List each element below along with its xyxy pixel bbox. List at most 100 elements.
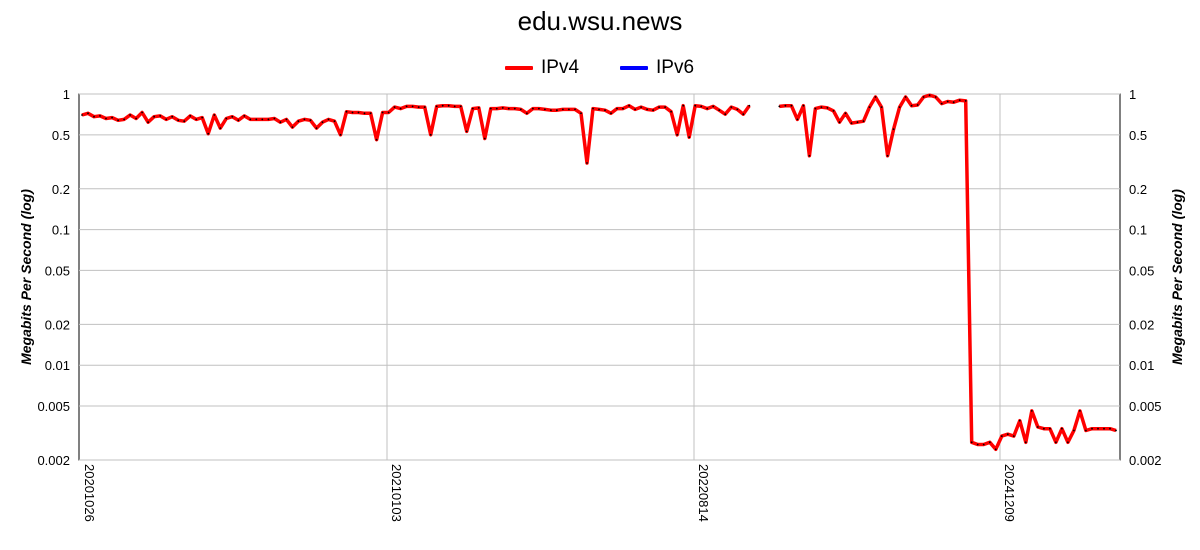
data-point-ipv4 — [910, 104, 913, 107]
data-point-ipv4 — [279, 121, 282, 124]
data-point-ipv4 — [1006, 433, 1009, 436]
y-tick-label-right: 0.5 — [1129, 128, 1147, 143]
data-point-ipv4 — [207, 132, 210, 135]
y-tick-label-left: 0.05 — [45, 263, 70, 278]
x-tick-label: 20241209 — [1002, 464, 1017, 522]
data-point-ipv4 — [580, 112, 582, 115]
data-point-ipv4 — [1109, 427, 1111, 430]
data-point-ipv4 — [598, 108, 600, 111]
x-tick-label: 20201026 — [82, 464, 97, 522]
data-point-ipv4 — [1043, 427, 1045, 430]
series-line-ipv4 — [81, 103, 751, 165]
data-point-ipv4 — [237, 119, 240, 122]
data-point-ipv4 — [904, 96, 907, 98]
data-point-ipv4 — [459, 105, 462, 108]
data-point-ipv4 — [898, 106, 901, 108]
data-point-ipv4 — [303, 118, 306, 121]
data-point-ipv4 — [832, 110, 835, 112]
data-point-ipv4 — [1000, 435, 1003, 437]
data-point-ipv4 — [495, 107, 498, 110]
y-tick-label-left: 0.5 — [52, 128, 70, 143]
data-point-ipv4 — [387, 111, 390, 114]
data-point-ipv4 — [453, 105, 456, 108]
data-point-ipv4 — [742, 113, 745, 116]
data-point-ipv4 — [195, 118, 198, 121]
data-point-ipv4 — [856, 121, 859, 124]
data-point-ipv4 — [784, 104, 787, 107]
data-point-ipv4 — [1024, 441, 1027, 444]
data-point-ipv4 — [429, 133, 432, 136]
data-point-ipv4 — [81, 114, 83, 116]
data-point-ipv4 — [1067, 441, 1069, 444]
data-point-ipv4 — [273, 117, 276, 120]
data-point-ipv4 — [201, 116, 204, 119]
data-point-ipv4 — [483, 137, 486, 140]
data-point-ipv4 — [321, 121, 324, 124]
data-point-ipv4 — [315, 127, 318, 129]
data-point-ipv4 — [147, 121, 150, 124]
data-point-ipv4 — [688, 136, 691, 139]
data-point-ipv4 — [592, 107, 594, 110]
data-point-ipv4 — [826, 107, 829, 109]
data-point-ipv4 — [381, 111, 384, 114]
data-point-ipv4 — [796, 118, 799, 121]
data-point-ipv4 — [628, 104, 630, 107]
data-point-ipv4 — [928, 94, 931, 97]
y-tick-label-left: 0.1 — [52, 223, 70, 238]
data-point-ipv4 — [489, 107, 492, 110]
data-point-ipv4 — [952, 101, 955, 104]
data-point-ipv4 — [399, 107, 402, 110]
data-point-ipv4 — [339, 133, 342, 136]
data-point-ipv4 — [249, 118, 252, 121]
data-point-ipv4 — [814, 107, 817, 110]
data-point-ipv4 — [1115, 429, 1117, 432]
data-point-ipv4 — [718, 109, 721, 112]
data-point-ipv4 — [544, 108, 546, 111]
data-point-ipv4 — [1061, 427, 1063, 430]
data-point-ipv4 — [622, 107, 624, 110]
data-point-ipv4 — [1012, 435, 1015, 437]
y-tick-label-right: 0.002 — [1129, 453, 1162, 468]
y-tick-label-left: 0.005 — [37, 399, 70, 414]
y-tick-label-left: 0.002 — [37, 453, 70, 468]
data-point-ipv4 — [862, 120, 865, 123]
y-tick-label-right: 0.02 — [1129, 317, 1154, 332]
legend-swatch-ipv4 — [505, 66, 533, 70]
data-point-ipv4 — [1103, 427, 1105, 430]
data-point-ipv4 — [1018, 419, 1021, 422]
data-point-ipv4 — [501, 107, 504, 109]
y-tick-label-right: 0.2 — [1129, 182, 1147, 197]
data-point-ipv4 — [808, 154, 811, 157]
legend-label-ipv4: IPv4 — [541, 57, 580, 78]
data-point-ipv4 — [171, 115, 174, 118]
data-point-ipv4 — [441, 104, 444, 107]
data-point-ipv4 — [1055, 441, 1057, 444]
data-point-ipv4 — [646, 108, 648, 111]
data-point-ipv4 — [423, 106, 426, 108]
data-point-ipv4 — [1030, 410, 1033, 412]
data-point-ipv4 — [712, 105, 715, 108]
data-point-ipv4 — [465, 130, 468, 133]
data-point-ipv4 — [922, 96, 925, 98]
y-tick-label-right: 0.005 — [1129, 399, 1162, 414]
data-point-ipv4 — [838, 121, 841, 124]
data-point-ipv4 — [604, 109, 606, 112]
data-point-ipv4 — [538, 107, 540, 110]
data-point-ipv4 — [988, 441, 991, 444]
data-point-ipv4 — [682, 104, 685, 107]
data-point-ipv4 — [706, 107, 709, 110]
data-point-ipv4 — [471, 107, 474, 110]
data-point-ipv4 — [640, 106, 642, 108]
data-point-ipv4 — [658, 106, 660, 108]
legend: IPv4 IPv6 — [0, 57, 1200, 81]
data-point-ipv4 — [375, 138, 378, 141]
data-point-ipv4 — [159, 115, 162, 117]
data-point-ipv4 — [616, 107, 618, 110]
data-point-ipv4 — [189, 115, 192, 117]
data-point-ipv4 — [243, 115, 246, 117]
data-point-ipv4 — [357, 111, 360, 114]
data-point-ipv4 — [507, 107, 510, 110]
data-point-ipv4 — [778, 105, 781, 108]
data-point-ipv4 — [291, 126, 294, 128]
